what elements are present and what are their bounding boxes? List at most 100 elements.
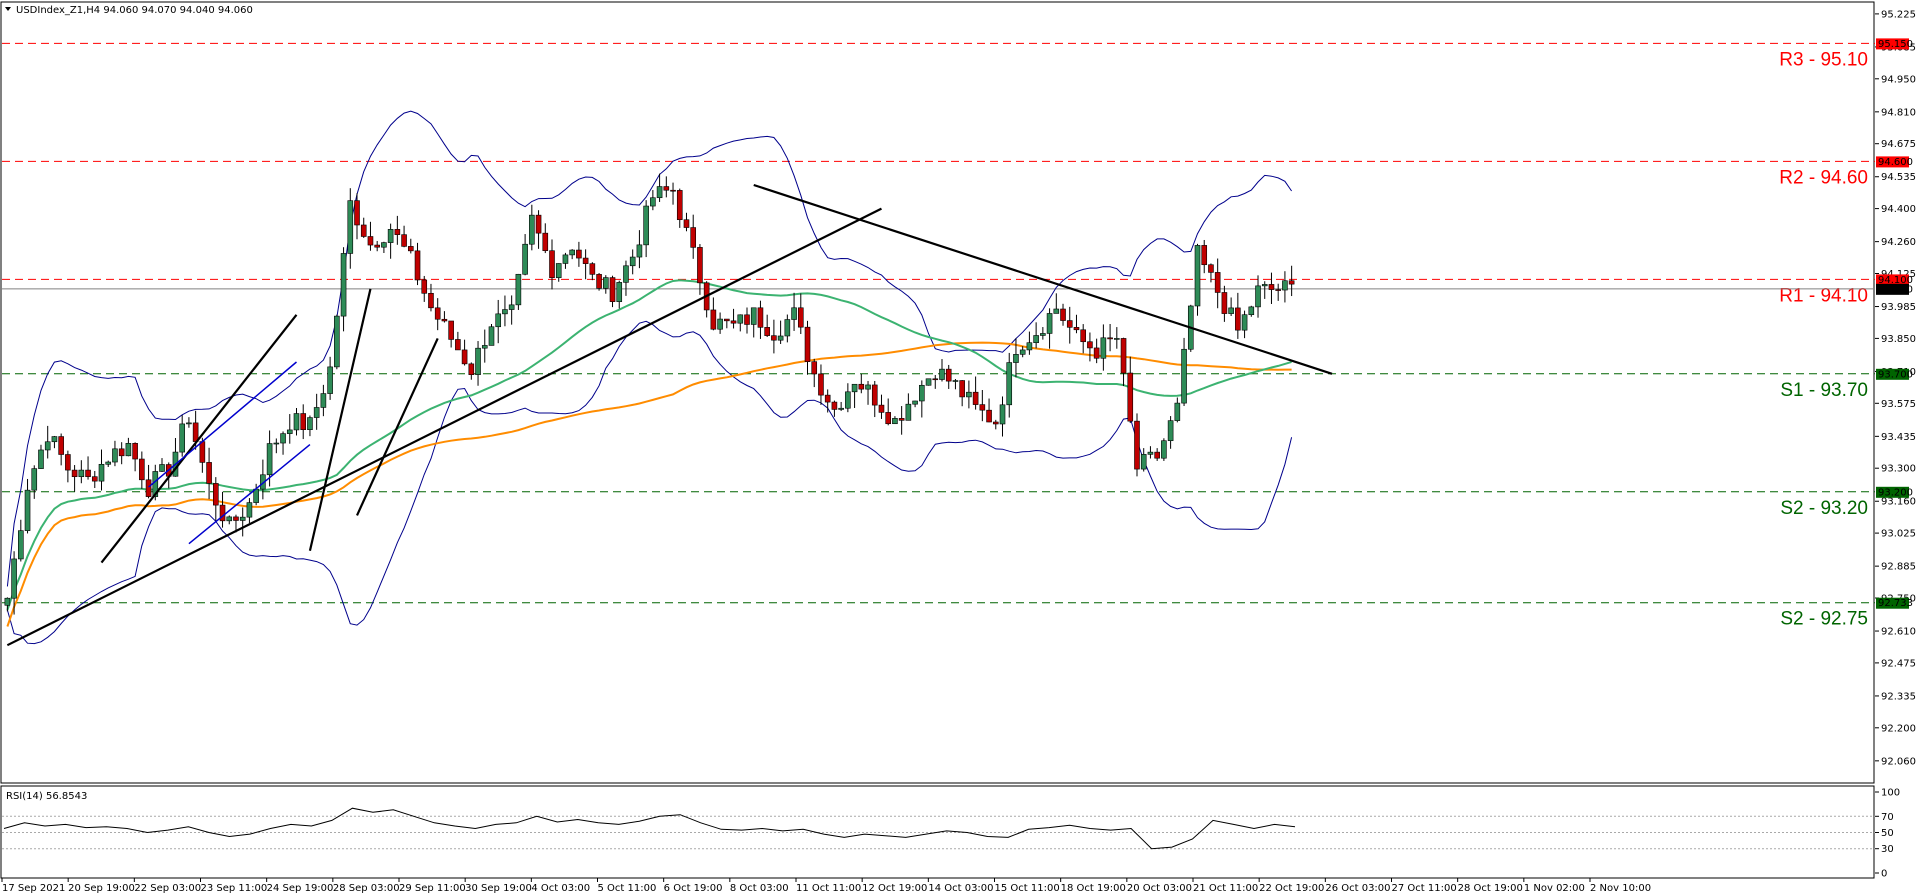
y-tick-label: 94.950: [1881, 74, 1916, 85]
y-tick-label: 92.335: [1881, 691, 1916, 702]
candle-body: [791, 307, 797, 320]
x-tick-label: 30 Sep 19:00: [465, 883, 532, 894]
x-tick-label: 26 Oct 03:00: [1325, 883, 1390, 894]
y-tick-label: 94.260: [1881, 237, 1916, 248]
candle-body: [1127, 372, 1134, 422]
candle-body: [1080, 329, 1086, 343]
candle-body: [253, 488, 259, 503]
collapse-triangle-icon[interactable]: [5, 7, 11, 11]
x-tick-label: 12 Oct 19:00: [862, 883, 927, 894]
candle-body: [905, 403, 912, 421]
y-tick-label: 94.400: [1881, 204, 1916, 215]
candle-body: [300, 413, 307, 430]
candle-body: [65, 454, 71, 471]
candle-body: [1100, 337, 1107, 359]
x-tick-label: 4 Oct 03:00: [531, 883, 590, 894]
candle-body: [818, 373, 824, 396]
candle-body: [562, 254, 569, 264]
y-tick-label: 94.810: [1881, 107, 1916, 118]
rsi-tick-label: 30: [1881, 844, 1894, 855]
candle-body: [239, 516, 246, 521]
channel-upper: [148, 361, 297, 488]
candle-body: [508, 304, 515, 310]
candle-body: [609, 277, 616, 302]
candle-body: [824, 394, 831, 403]
level-price-tag: [1876, 274, 1909, 286]
y-tick-label: 93.435: [1881, 432, 1916, 443]
candle-body: [515, 273, 522, 306]
candle-body: [845, 391, 851, 409]
candle-body: [670, 189, 676, 192]
candle-body: [690, 227, 697, 248]
candle-body: [441, 318, 448, 322]
symbol-title: USDIndex_Z1,H4 94.060 94.070 94.040 94.0…: [16, 5, 253, 16]
candle-body: [18, 530, 24, 560]
candle-body: [246, 502, 253, 518]
x-tick-label: 2 Nov 10:00: [1590, 883, 1651, 894]
candle-body: [952, 380, 959, 382]
candle-body: [414, 250, 421, 281]
candle-body: [334, 315, 340, 368]
candle-body: [1161, 440, 1167, 459]
candle-body: [394, 229, 401, 235]
candle-body: [972, 391, 979, 405]
candle-body: [737, 314, 744, 324]
candle-body: [1140, 454, 1147, 470]
candle-body: [878, 404, 885, 413]
candle-body: [1026, 342, 1033, 351]
x-tick-label: 29 Sep 11:00: [399, 883, 466, 894]
rsi-tick-label: 0: [1881, 869, 1887, 880]
candle-body: [85, 469, 91, 477]
candle-body: [865, 384, 871, 390]
x-tick-label: 1 Nov 02:00: [1524, 883, 1585, 894]
candle-body: [145, 479, 152, 497]
level-price-tag: [1876, 156, 1909, 168]
candle-body: [650, 197, 656, 207]
x-tick-label: 21 Oct 11:00: [1193, 883, 1258, 894]
candle-body: [925, 378, 932, 386]
candle-body: [91, 476, 98, 482]
candle-body: [434, 307, 441, 320]
candle-body: [1066, 320, 1073, 328]
candle-body: [885, 412, 892, 425]
candle-body: [623, 265, 629, 283]
candle-body: [629, 256, 636, 267]
main-pane[interactable]: [0, 1, 1875, 784]
candle-body: [1033, 335, 1039, 344]
candle-body: [1214, 272, 1221, 293]
candle-body: [1255, 285, 1261, 308]
candle-body: [401, 234, 407, 247]
candle-body: [1194, 245, 1201, 307]
candle-body: [139, 458, 145, 481]
rsi-tick-label: 100: [1881, 788, 1900, 799]
y-tick-label: 94.535: [1881, 172, 1916, 183]
candle-body: [871, 384, 878, 406]
level-price-tag-text: 92.733: [1878, 598, 1913, 609]
candle-body: [1087, 341, 1093, 349]
candle-body: [1154, 451, 1160, 459]
candle-body: [327, 366, 333, 394]
x-tick-label: 20 Oct 03:00: [1127, 883, 1192, 894]
candle-body: [831, 401, 838, 410]
candle-body: [697, 247, 703, 284]
candle-body: [455, 339, 461, 351]
candle-body: [105, 461, 112, 465]
candle-body: [219, 504, 226, 522]
candle-body: [1288, 280, 1295, 285]
candle-body: [1073, 327, 1080, 331]
candle-body: [354, 200, 360, 226]
candle-body: [676, 190, 683, 221]
candle-body: [1006, 362, 1013, 406]
candle-body: [730, 320, 737, 324]
x-tick-label: 18 Oct 19:00: [1061, 883, 1126, 894]
candle-body: [636, 244, 643, 258]
candle-body: [320, 393, 327, 408]
level-price-tag: [1876, 368, 1909, 380]
candle-body: [186, 422, 192, 425]
candle-body: [663, 186, 670, 191]
candle-body: [118, 448, 125, 457]
candle-body: [495, 313, 502, 328]
candle-body: [1114, 338, 1120, 340]
candle-body: [367, 236, 374, 246]
